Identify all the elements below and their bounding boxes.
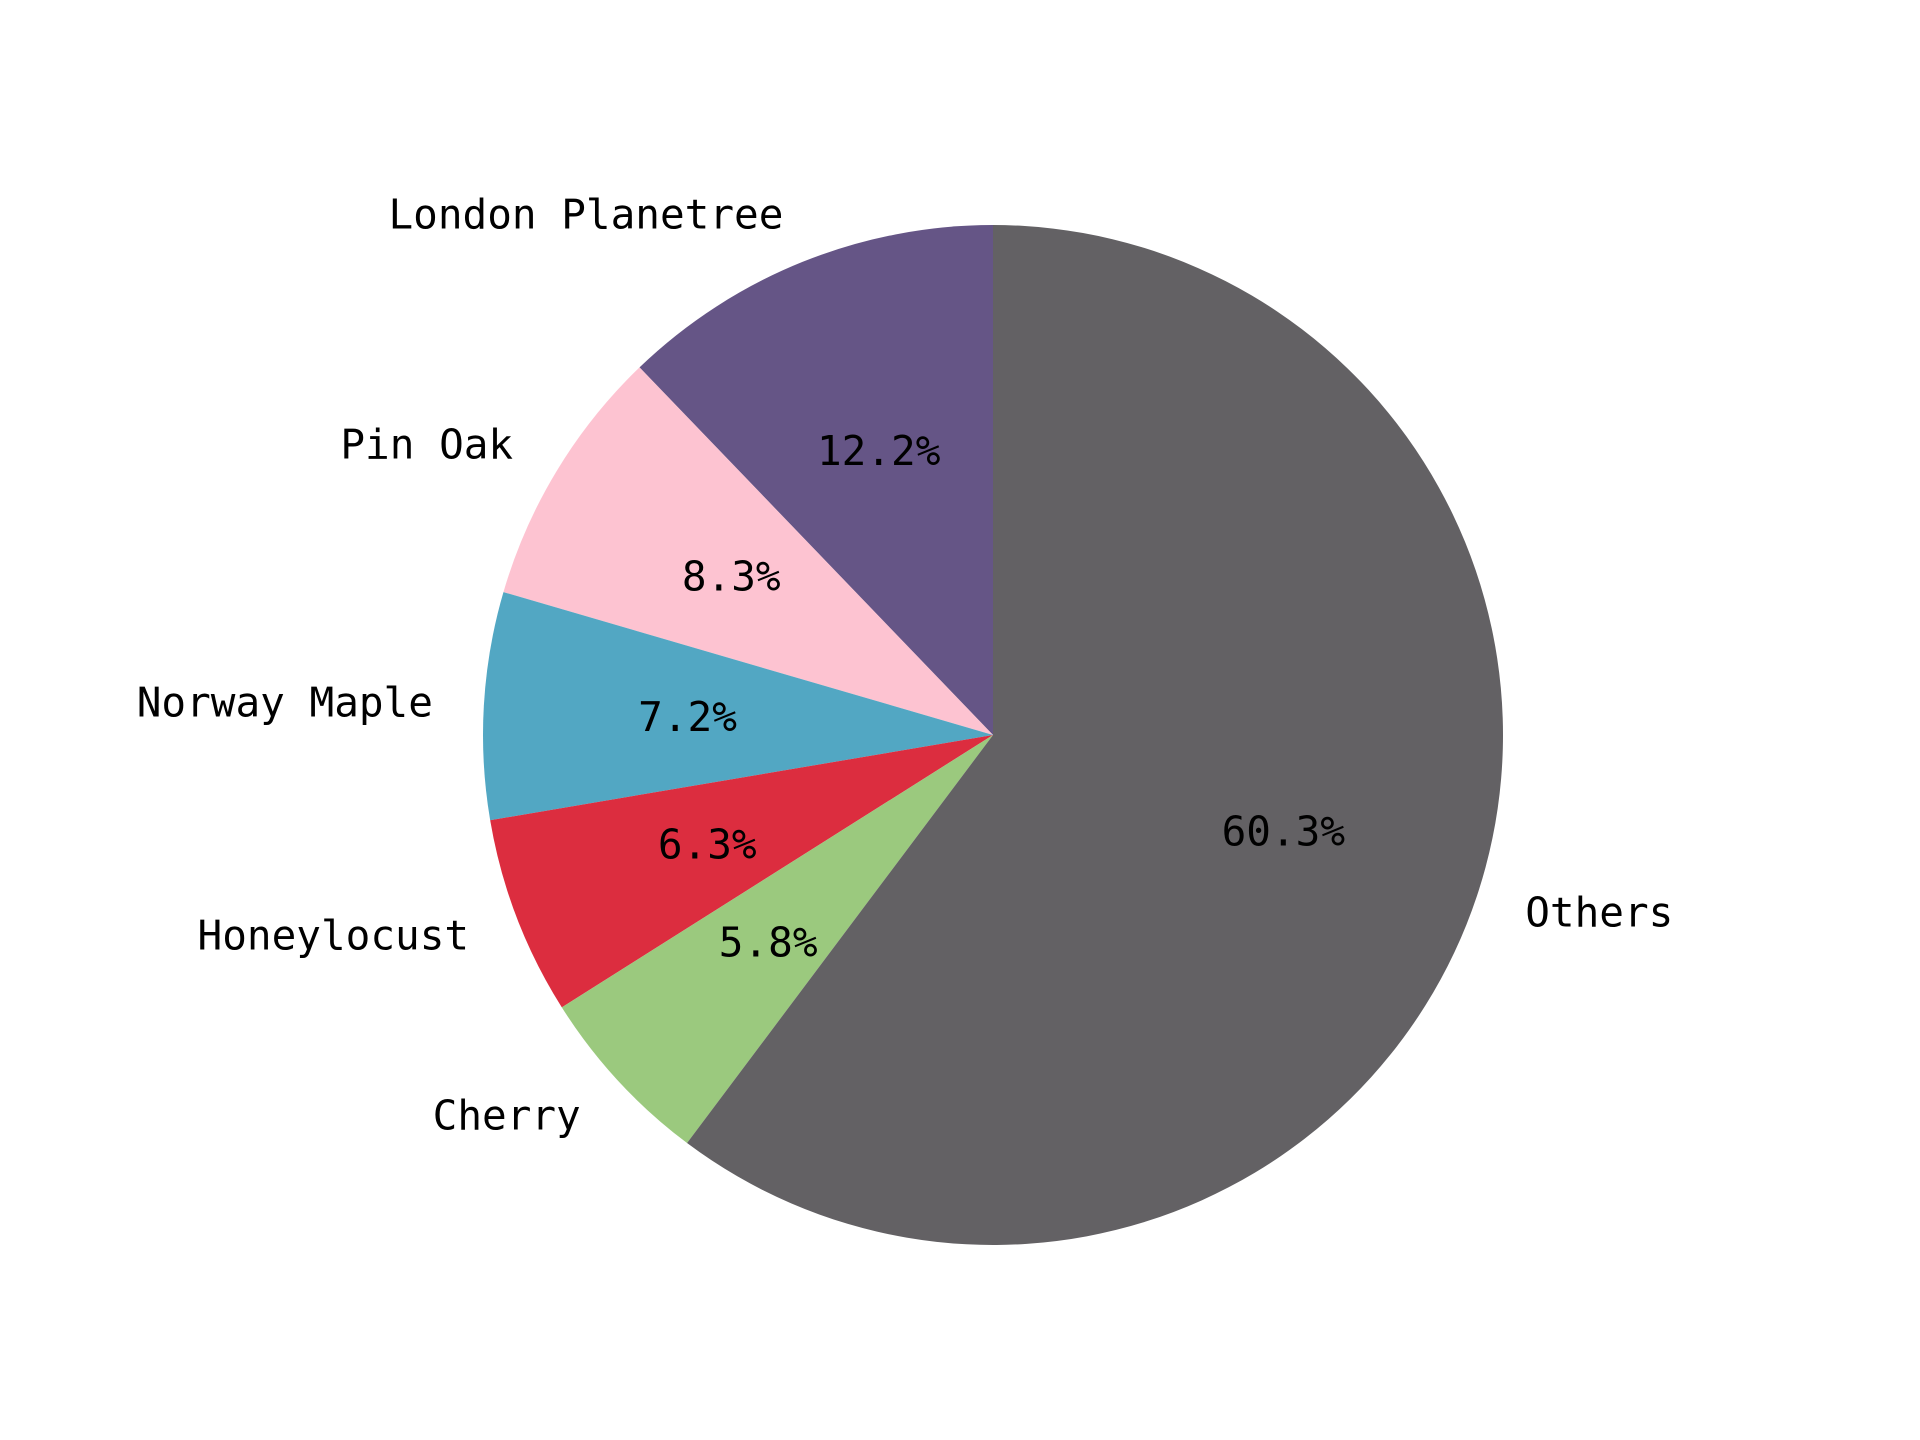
pie-slice-honeylocust [490, 735, 993, 1008]
slice-percent-norway-maple: 7.2% [638, 693, 737, 741]
slice-percent-honeylocust: 6.3% [658, 820, 757, 868]
pie-slice-cherry [561, 735, 993, 1144]
slice-percent-london-planetree: 12.2% [817, 427, 941, 475]
pie-slice-london-planetree [639, 225, 993, 735]
labels-layer: London Planetree 12.2% Pin Oak 8.3% Norway M… [137, 191, 1674, 1140]
slice-label-cherry: Cherry [433, 1092, 581, 1140]
pie-slice-pin-oak [503, 367, 993, 735]
slice-percent-others: 60.3% [1222, 808, 1346, 856]
slice-label-others: Others [1525, 888, 1673, 936]
slice-label-norway-maple: Norway Maple [137, 678, 433, 726]
pie-slice-norway-maple [483, 592, 993, 821]
pie-slice-others [687, 225, 1504, 1245]
slice-percent-pin-oak: 8.3% [682, 552, 781, 600]
slice-percent-cherry: 5.8% [719, 919, 818, 967]
slices-layer [483, 225, 1504, 1245]
slice-label-london-planetree: London Planetree [388, 191, 783, 239]
slice-label-honeylocust: Honeylocust [198, 912, 470, 960]
slice-label-pin-oak: Pin Oak [340, 420, 513, 468]
